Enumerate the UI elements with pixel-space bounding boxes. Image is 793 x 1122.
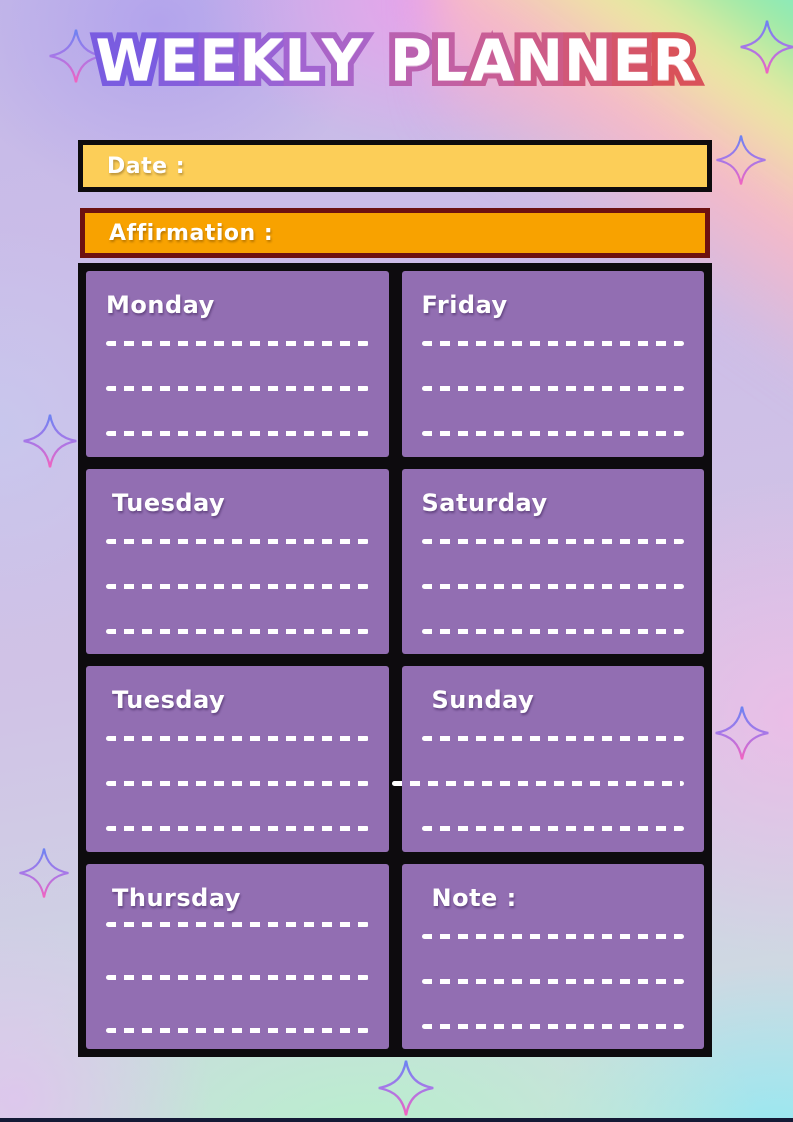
card-title: Friday bbox=[421, 291, 508, 319]
card-writing-area[interactable] bbox=[106, 736, 369, 831]
card-writing-area[interactable] bbox=[421, 538, 684, 634]
writing-line bbox=[106, 921, 369, 927]
page-bottom-strip bbox=[0, 1118, 793, 1122]
card-writing-area[interactable] bbox=[421, 341, 684, 436]
writing-line bbox=[106, 826, 369, 831]
card-sunday: Sunday bbox=[391, 666, 704, 852]
writing-line bbox=[421, 826, 684, 831]
card-title: Note : bbox=[431, 883, 517, 912]
writing-line bbox=[421, 628, 684, 634]
writing-line bbox=[421, 583, 684, 589]
card-tuesday: Tuesday bbox=[86, 468, 389, 654]
writing-line bbox=[106, 1027, 369, 1033]
card-title: Tuesday bbox=[112, 686, 226, 714]
sparkle-icon bbox=[716, 135, 766, 185]
card-monday: Monday bbox=[86, 271, 389, 457]
writing-line bbox=[106, 628, 369, 634]
card-tuesday-2: Tuesday bbox=[86, 666, 389, 852]
card-writing-area[interactable] bbox=[391, 736, 684, 831]
card-writing-area[interactable] bbox=[106, 341, 369, 436]
writing-line bbox=[421, 933, 684, 939]
writing-line bbox=[106, 736, 369, 741]
card-title: Thursday bbox=[112, 883, 241, 912]
week-grid: Monday Friday Tuesday Saturda bbox=[78, 263, 712, 1057]
card-note: Note : bbox=[401, 863, 704, 1049]
card-title: Saturday bbox=[421, 488, 548, 517]
writing-line bbox=[106, 974, 369, 980]
writing-line bbox=[106, 583, 369, 589]
card-thursday: Thursday bbox=[86, 863, 389, 1049]
card-writing-area[interactable] bbox=[421, 933, 684, 1029]
card-friday: Friday bbox=[401, 271, 704, 457]
card-title: Sunday bbox=[431, 686, 535, 714]
writing-line bbox=[421, 386, 684, 391]
writing-line bbox=[106, 341, 369, 346]
writing-line bbox=[106, 538, 369, 544]
affirmation-label: Affirmation : bbox=[109, 220, 274, 246]
writing-line bbox=[391, 781, 684, 786]
affirmation-field[interactable]: Affirmation : bbox=[80, 208, 710, 258]
sparkle-icon bbox=[715, 706, 769, 760]
writing-line bbox=[421, 431, 684, 436]
date-field[interactable]: Date : bbox=[78, 140, 712, 192]
writing-line bbox=[421, 978, 684, 984]
writing-line bbox=[421, 736, 684, 741]
writing-line bbox=[106, 386, 369, 391]
writing-line bbox=[106, 781, 369, 786]
writing-line bbox=[421, 538, 684, 544]
sparkle-icon bbox=[378, 1060, 434, 1116]
sparkle-icon bbox=[23, 414, 77, 468]
writing-line bbox=[421, 341, 684, 346]
writing-line bbox=[106, 431, 369, 436]
writing-line bbox=[421, 1023, 684, 1029]
card-saturday: Saturday bbox=[401, 468, 704, 654]
page-title: WEEKLYPLANNER bbox=[0, 30, 793, 93]
card-title: Tuesday bbox=[112, 488, 226, 517]
card-title: Monday bbox=[106, 291, 215, 319]
card-writing-area[interactable] bbox=[106, 538, 369, 634]
date-label: Date : bbox=[107, 153, 186, 179]
sparkle-icon bbox=[19, 848, 69, 898]
card-writing-area[interactable] bbox=[106, 921, 369, 1033]
